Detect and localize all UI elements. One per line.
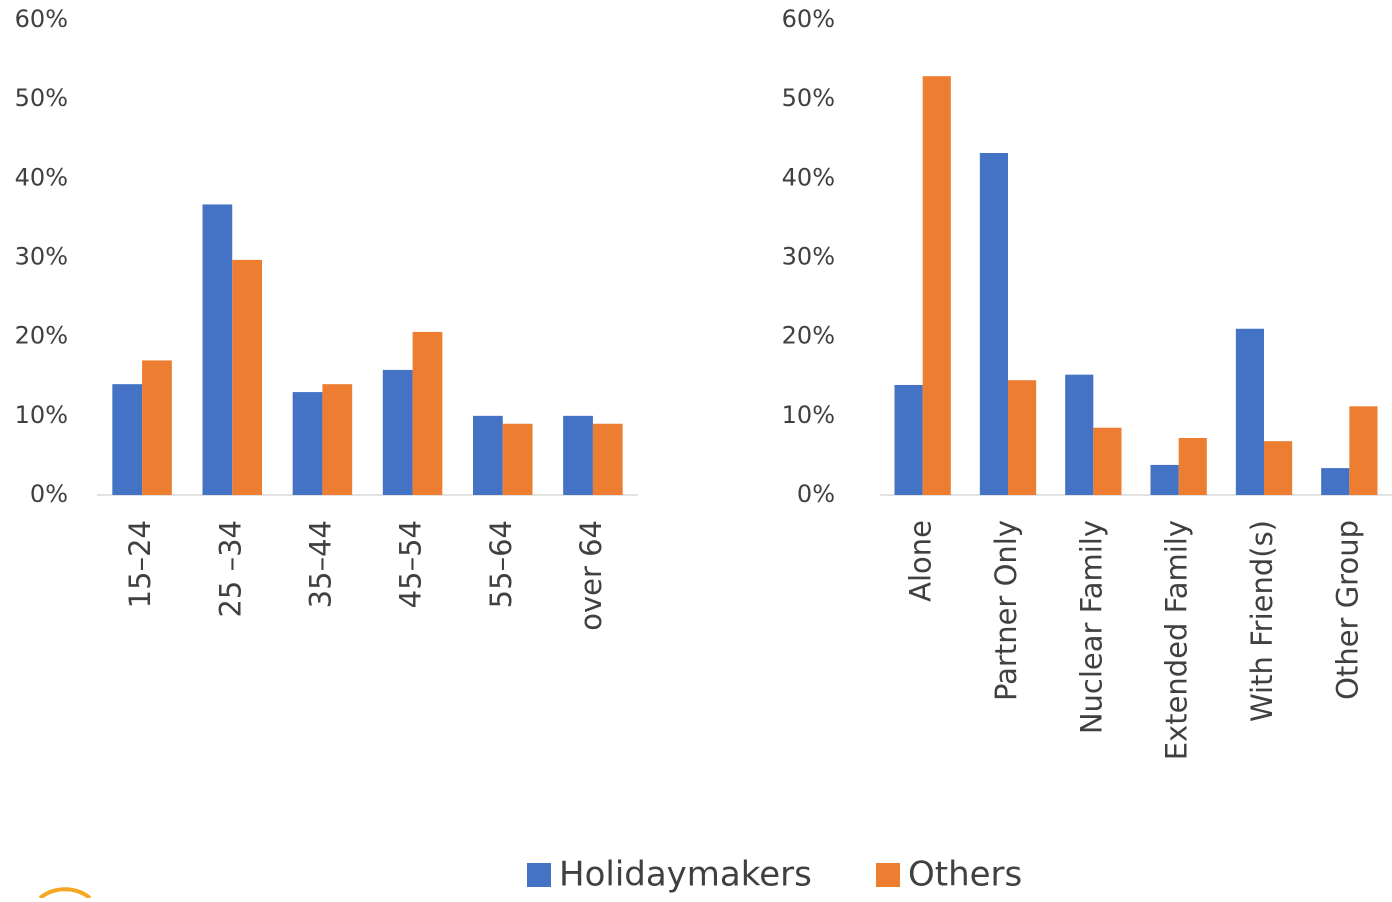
x-tick-label: 15–24 (123, 520, 157, 608)
x-tick-label: 45–54 (394, 520, 428, 608)
bar (894, 384, 923, 495)
bar (1008, 380, 1037, 495)
x-tick-label: over 64 (574, 520, 608, 631)
bar (292, 392, 323, 495)
bar (1065, 374, 1094, 495)
y-tick-label: 30% (782, 243, 835, 271)
y-tick-label: 20% (782, 322, 835, 350)
y-tick-label: 20% (15, 322, 68, 350)
x-tick-label: 55–64 (484, 520, 518, 608)
decoration (38, 887, 92, 900)
y-tick-label: 30% (15, 243, 68, 271)
y-tick-label: 40% (782, 163, 835, 191)
bar (202, 204, 233, 496)
x-tick-label: 35–44 (303, 520, 337, 608)
y-tick-label: 40% (15, 163, 68, 191)
bar (1349, 406, 1378, 495)
x-tick-label: Nuclear Family (1074, 520, 1108, 734)
bar (979, 153, 1008, 495)
bar (412, 331, 443, 495)
bar (322, 384, 353, 495)
bar (142, 360, 172, 495)
bar (1093, 427, 1122, 495)
bar (472, 415, 503, 495)
y-tick-label: 10% (15, 401, 68, 429)
bar (1321, 468, 1350, 495)
x-tick-label: Other Group (1330, 520, 1364, 700)
y-tick-label: 60% (15, 5, 68, 33)
bar (112, 384, 143, 495)
x-tick-label: With Friend(s) (1245, 520, 1279, 722)
y-tick-label: 0% (797, 480, 835, 508)
y-tick-label: 10% (782, 401, 835, 429)
y-tick-label: 50% (15, 84, 68, 112)
x-tick-label: Alone (904, 520, 938, 602)
bar (1264, 441, 1293, 495)
x-tick-label: Partner Only (989, 520, 1023, 701)
legend-label: Others (908, 855, 1022, 895)
bar (563, 415, 593, 495)
bar (232, 259, 263, 495)
x-tick-label: 25 –34 (213, 520, 247, 618)
legend-label: Holidaymakers (559, 855, 812, 895)
bar (922, 76, 951, 495)
bar (1150, 464, 1179, 495)
x-tick-label: Extended Family (1160, 520, 1194, 760)
legend-swatch (527, 863, 551, 887)
bar (1235, 328, 1264, 495)
bar (1178, 438, 1207, 495)
y-tick-label: 60% (782, 5, 835, 33)
y-tick-label: 0% (30, 480, 68, 508)
bar (592, 423, 623, 495)
bar (382, 369, 413, 495)
legend-swatch (876, 863, 900, 887)
y-tick-label: 50% (782, 84, 835, 112)
bar (502, 423, 533, 495)
